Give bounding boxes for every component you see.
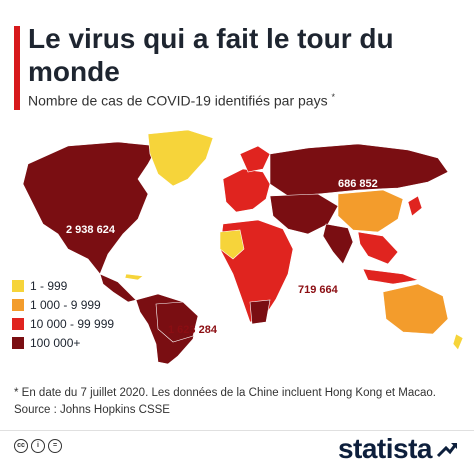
north-america-shape <box>22 141 159 275</box>
europe-shape <box>222 168 271 213</box>
legend-swatch <box>12 317 24 330</box>
license-icons: cc i = <box>14 439 65 453</box>
west-africa-shape <box>219 229 245 260</box>
no-derivatives-icon[interactable]: = <box>48 439 62 453</box>
accent-bar <box>14 26 20 110</box>
legend-label: 10 000 - 99 999 <box>30 316 115 331</box>
legend-item: 100 000+ <box>12 333 114 352</box>
legend-item: 10 000 - 99 999 <box>12 314 114 333</box>
label-france: 205 597 <box>152 208 192 220</box>
label-uk: 287 290 <box>152 188 192 200</box>
chart-subtitle: Nombre de cas de COVID-19 identifiés par… <box>28 92 335 109</box>
label-russia: 686 852 <box>338 178 378 190</box>
australia-shape <box>382 283 449 335</box>
central-america-shape <box>99 273 137 303</box>
map-legend: 1 - 999 1 000 - 9 999 10 000 - 99 999 10… <box>12 276 114 352</box>
legend-swatch <box>12 279 24 292</box>
subtitle-mark: * <box>331 92 335 102</box>
world-map-svg <box>22 129 464 364</box>
greenland-shape <box>147 129 214 187</box>
southeast-asia-shape <box>357 231 399 265</box>
subtitle-text: Nombre de cas de COVID-19 identifiés par… <box>28 92 328 109</box>
cc-icon[interactable]: cc <box>14 439 28 453</box>
statista-mark-icon <box>436 443 458 458</box>
footer: cc i = statista <box>0 430 474 474</box>
caribbean-shape <box>124 273 144 281</box>
new-zealand-shape <box>452 333 464 351</box>
world-map: 2 938 624 287 290 205 597 686 852 719 66… <box>8 124 468 364</box>
label-india: 719 664 <box>298 284 338 296</box>
legend-item: 1 - 999 <box>12 276 114 295</box>
central-asia-shape <box>269 193 339 235</box>
chart-title: Le virus qui a fait le tour du monde <box>28 23 394 87</box>
legend-label: 1 000 - 9 999 <box>30 297 101 312</box>
scandinavia-shape <box>239 145 271 173</box>
india-shape <box>322 223 354 265</box>
legend-swatch <box>12 336 24 349</box>
china-shape <box>337 189 404 233</box>
south-africa-shape <box>249 299 271 325</box>
brand-name: statista <box>337 433 433 464</box>
legend-label: 100 000+ <box>30 335 81 350</box>
label-brazil: 1 623 284 <box>168 324 217 336</box>
legend-swatch <box>12 298 24 311</box>
statista-logo[interactable]: statista <box>338 433 458 465</box>
legend-item: 1 000 - 9 999 <box>12 295 114 314</box>
info-icon[interactable]: i <box>31 439 45 453</box>
indonesia-shape <box>362 268 420 285</box>
brazil-shape <box>155 301 199 343</box>
footnote-note: * En date du 7 juillet 2020. Les données… <box>14 387 436 399</box>
legend-label: 1 - 999 <box>30 278 68 293</box>
footnote: * En date du 7 juillet 2020. Les données… <box>14 385 464 419</box>
japan-shape <box>407 195 423 217</box>
footnote-source: Source : Johns Hopkins CSSE <box>14 404 170 416</box>
label-usa: 2 938 624 <box>66 224 115 236</box>
